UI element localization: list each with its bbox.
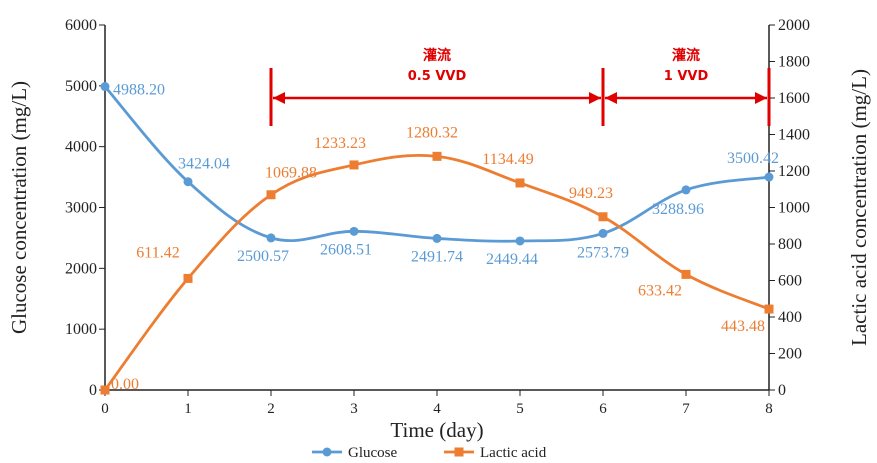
- series-markers: [100, 82, 774, 395]
- glucose-data-label: 4988.20: [113, 82, 165, 99]
- lactic-acid-point: [764, 304, 774, 314]
- x-tick-label: 2: [267, 401, 275, 417]
- glucose-data-label: 2449.44: [486, 251, 538, 268]
- glucose-data-label: 2573.79: [577, 244, 629, 261]
- data-labels: 4988.20 3424.04 2500.57 2608.51 2491.74 2449.…: [111, 82, 779, 393]
- y-axis-right-title: Lactic acid concentration (mg/L): [847, 69, 871, 346]
- perfusion-phase-1: 灌流 0.5 VVD: [269, 47, 605, 126]
- glucose-point: [598, 228, 608, 238]
- lactic-acid-line: [103, 153, 770, 391]
- x-tick-label: 0: [101, 401, 109, 417]
- axes: 0100020003000400050006000020040060080010…: [7, 17, 871, 442]
- left-tick-label: 1000: [65, 321, 97, 338]
- lactic-acid-data-label: 1233.23: [314, 135, 366, 152]
- left-tick-label: 4000: [65, 139, 97, 156]
- legend-item-glucose: Glucose: [312, 445, 397, 461]
- lactic-acid-data-label: 1134.49: [482, 151, 533, 168]
- left-tick-label: 6000: [65, 17, 97, 34]
- perfusion-phase-2: 灌流 1 VVD: [601, 47, 771, 126]
- lactic-acid-point: [100, 385, 110, 395]
- right-tick-label: 200: [778, 346, 802, 363]
- lactic-acid-data-label: 949.23: [569, 185, 613, 202]
- phase-arrowhead-right: [755, 92, 767, 104]
- right-tick-label: 1400: [778, 127, 810, 144]
- glucose-point: [764, 172, 774, 182]
- legend-item-lactic-acid: Lactic acid: [444, 445, 547, 461]
- phase-arrowhead-right: [589, 92, 601, 104]
- lactic-acid-point: [515, 178, 525, 188]
- left-tick-label: 0: [89, 382, 97, 399]
- legend-marker: [322, 447, 332, 457]
- x-tick-label: 3: [350, 401, 358, 417]
- lactic-acid-data-label: 1280.32: [406, 124, 458, 141]
- glucose-point: [349, 226, 359, 236]
- right-tick-label: 0: [778, 382, 786, 399]
- legend-label: Glucose: [348, 445, 397, 461]
- right-tick-label: 1000: [778, 200, 810, 217]
- glucose-data-label: 2491.74: [411, 248, 463, 265]
- x-tick-label: 6: [599, 401, 607, 417]
- right-tick-label: 1200: [778, 163, 810, 180]
- lactic-acid-point: [432, 151, 442, 161]
- lactic-acid-point: [598, 212, 608, 222]
- phase-rate: 1 VVD: [664, 69, 709, 84]
- right-tick-label: 1600: [778, 90, 810, 107]
- glucose-data-label: 3500.42: [727, 150, 779, 167]
- glucose-point: [100, 82, 110, 92]
- left-tick-label: 3000: [65, 200, 97, 217]
- x-tick-label: 8: [765, 401, 773, 417]
- phase-title: 灌流: [672, 47, 700, 64]
- legend: Glucose Lactic acid: [312, 445, 547, 461]
- lactic-acid-point: [349, 160, 359, 170]
- lactic-acid-data-label: 0.00: [111, 376, 139, 393]
- right-tick-label: 2000: [778, 17, 810, 34]
- glucose-data-label: 3424.04: [178, 156, 230, 173]
- lactic-acid-data-label: 611.42: [136, 244, 179, 261]
- glucose-point: [266, 233, 276, 243]
- x-axis-title: Time (day): [390, 418, 483, 442]
- phase-title: 灌流: [423, 47, 451, 64]
- legend-marker: [454, 447, 464, 457]
- glucose-point: [515, 236, 525, 246]
- left-tick-label: 5000: [65, 78, 97, 95]
- y-axis-left-title: Glucose concentration (mg/L): [7, 81, 31, 334]
- phase-rate: 0.5 VVD: [408, 69, 467, 84]
- glucose-point: [432, 233, 442, 243]
- left-tick-label: 2000: [65, 260, 97, 277]
- legend-label: Lactic acid: [480, 445, 547, 461]
- right-tick-label: 400: [778, 309, 802, 326]
- x-tick-label: 5: [516, 401, 524, 417]
- right-tick-label: 600: [778, 273, 802, 290]
- glucose-data-label: 3288.96: [652, 201, 704, 218]
- glucose-data-label: 2608.51: [320, 241, 372, 258]
- lactic-acid-data-label: 633.42: [638, 282, 682, 299]
- glucose-data-label: 2500.57: [237, 248, 289, 265]
- x-tick-label: 7: [682, 401, 690, 417]
- glucose-point: [183, 177, 193, 187]
- x-tick-label: 4: [433, 401, 441, 417]
- lactic-acid-data-label: 1069.88: [265, 165, 317, 182]
- x-tick-label: 1: [184, 401, 192, 417]
- right-tick-label: 1800: [778, 54, 810, 71]
- lactic-acid-point: [183, 273, 193, 283]
- right-tick-label: 800: [778, 236, 802, 253]
- lactic-acid-data-label: 443.48: [721, 318, 765, 335]
- phase-arrowhead-left: [273, 92, 285, 104]
- glucose-point: [681, 185, 691, 195]
- phase-arrowhead-left: [605, 92, 617, 104]
- lactic-acid-point: [681, 269, 691, 279]
- perfusion-annotations: 灌流 0.5 VVD 灌流 1 VVD: [269, 47, 771, 126]
- lactic-acid-point: [266, 190, 276, 200]
